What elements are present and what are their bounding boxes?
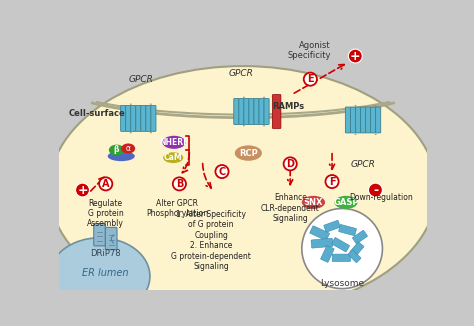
FancyBboxPatch shape <box>244 98 249 125</box>
Text: DRiP78: DRiP78 <box>91 249 121 258</box>
Text: +: + <box>77 184 88 197</box>
Text: Lysosome: Lysosome <box>320 279 364 289</box>
Circle shape <box>326 175 338 188</box>
Text: Agonist
Specificity: Agonist Specificity <box>287 41 330 60</box>
FancyBboxPatch shape <box>273 95 281 128</box>
Text: B: B <box>176 179 183 189</box>
FancyBboxPatch shape <box>311 238 333 248</box>
FancyBboxPatch shape <box>105 228 117 250</box>
Text: Regulate
G protein
Assembly: Regulate G protein Assembly <box>87 199 124 228</box>
Ellipse shape <box>163 152 183 163</box>
Circle shape <box>173 177 186 190</box>
FancyBboxPatch shape <box>361 107 365 133</box>
FancyBboxPatch shape <box>120 106 126 131</box>
FancyBboxPatch shape <box>264 98 269 125</box>
Ellipse shape <box>109 145 124 156</box>
Text: -: - <box>373 184 378 197</box>
Text: GPCR: GPCR <box>129 75 154 84</box>
Text: Alter GPCR
Phosphorylation: Alter GPCR Phosphorylation <box>146 199 208 218</box>
Text: Enhance
CLR-dependent
Signaling: Enhance CLR-dependent Signaling <box>261 193 319 223</box>
Text: ER lumen: ER lumen <box>82 268 129 278</box>
Text: RAMPs: RAMPs <box>273 102 305 111</box>
Text: Down-regulation: Down-regulation <box>349 193 413 202</box>
FancyBboxPatch shape <box>234 98 239 125</box>
Ellipse shape <box>302 196 325 209</box>
FancyBboxPatch shape <box>151 106 156 131</box>
FancyBboxPatch shape <box>239 98 244 125</box>
FancyBboxPatch shape <box>249 98 254 125</box>
Text: +: + <box>350 50 361 63</box>
FancyBboxPatch shape <box>141 106 146 131</box>
Circle shape <box>348 49 362 63</box>
Text: E: E <box>307 74 314 84</box>
Circle shape <box>304 73 317 86</box>
FancyBboxPatch shape <box>94 224 105 246</box>
FancyBboxPatch shape <box>350 242 364 257</box>
FancyBboxPatch shape <box>371 107 376 133</box>
Ellipse shape <box>108 151 135 161</box>
FancyBboxPatch shape <box>348 250 361 263</box>
Text: α: α <box>126 144 131 153</box>
Text: GPCR: GPCR <box>228 68 253 78</box>
FancyBboxPatch shape <box>365 107 371 133</box>
FancyBboxPatch shape <box>346 107 350 133</box>
Circle shape <box>99 177 112 190</box>
Text: A: A <box>102 179 109 189</box>
Ellipse shape <box>49 238 150 315</box>
Ellipse shape <box>334 196 357 209</box>
Text: NHERF: NHERF <box>159 138 189 147</box>
Circle shape <box>75 183 90 197</box>
Text: D: D <box>286 159 294 169</box>
FancyBboxPatch shape <box>320 245 334 262</box>
FancyBboxPatch shape <box>324 220 340 232</box>
FancyBboxPatch shape <box>131 106 136 131</box>
Text: 1. Alter Specificity
of G protein
Coupling
2. Enhance
G protein-dependent
Signal: 1. Alter Specificity of G protein Coupli… <box>171 210 251 271</box>
FancyBboxPatch shape <box>136 106 141 131</box>
FancyBboxPatch shape <box>332 238 349 252</box>
FancyBboxPatch shape <box>353 230 367 244</box>
Circle shape <box>283 157 297 170</box>
Text: RCP: RCP <box>239 149 258 157</box>
FancyBboxPatch shape <box>126 106 131 131</box>
FancyBboxPatch shape <box>254 98 259 125</box>
FancyBboxPatch shape <box>310 226 329 241</box>
Text: C: C <box>219 167 226 177</box>
Text: GPCR: GPCR <box>351 160 375 169</box>
Circle shape <box>215 165 228 178</box>
Text: CaM: CaM <box>164 153 182 162</box>
FancyBboxPatch shape <box>146 106 151 131</box>
Circle shape <box>368 183 383 197</box>
Text: F: F <box>329 177 336 186</box>
Ellipse shape <box>121 143 135 154</box>
Ellipse shape <box>235 145 262 161</box>
FancyBboxPatch shape <box>350 107 356 133</box>
FancyBboxPatch shape <box>338 225 356 236</box>
Ellipse shape <box>49 66 437 312</box>
FancyBboxPatch shape <box>332 254 350 261</box>
Text: GASP: GASP <box>333 198 359 207</box>
Circle shape <box>302 209 383 289</box>
Ellipse shape <box>162 136 186 149</box>
FancyBboxPatch shape <box>259 98 264 125</box>
Text: β: β <box>114 145 119 155</box>
Text: SNX: SNX <box>304 198 323 207</box>
FancyBboxPatch shape <box>356 107 361 133</box>
FancyBboxPatch shape <box>375 107 381 133</box>
Text: Cell-surface: Cell-surface <box>69 109 125 118</box>
